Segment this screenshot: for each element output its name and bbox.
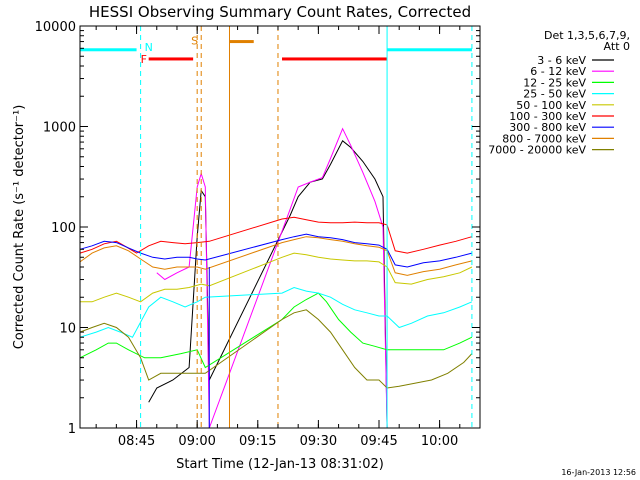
plot-frame bbox=[79, 25, 481, 429]
flag-bar-s bbox=[229, 40, 254, 44]
series-line-0 bbox=[148, 140, 388, 429]
overlay-layer: FN S bbox=[80, 26, 473, 428]
flag-bar-n-left bbox=[80, 48, 137, 52]
legend-label-6: 300 - 800 keV bbox=[509, 121, 586, 134]
x-axis-label: Start Time (12-Jan-13 08:31:02) bbox=[176, 457, 384, 472]
legend-label-7: 800 - 7000 keV bbox=[502, 132, 586, 145]
flag-label-n: N bbox=[145, 41, 153, 54]
series-line-1 bbox=[156, 127, 388, 429]
x-axis: 08:45 09:00 09:15 09:30 09:45 10:00 bbox=[95, 26, 481, 449]
series-line-6 bbox=[79, 233, 473, 268]
y-tick-label-0: 1 bbox=[68, 422, 76, 437]
series-line-8 bbox=[79, 309, 473, 389]
series-line-3 bbox=[79, 286, 473, 338]
series-line-4 bbox=[80, 252, 473, 303]
flag-bar-n-right bbox=[387, 48, 472, 52]
x-tick-label-5: 10:00 bbox=[421, 434, 458, 449]
flag-bar-f-left bbox=[148, 57, 194, 61]
legend-label-8: 7000 - 20000 keV bbox=[488, 144, 586, 157]
series-line-5 bbox=[79, 216, 473, 254]
y-tick-label-3: 1000 bbox=[43, 121, 76, 136]
y-tick-label-1: 10 bbox=[59, 322, 76, 337]
legend-header-line-1: Det 1,3,5,6,7,9, bbox=[544, 29, 630, 42]
flag-label-f: F bbox=[141, 53, 147, 66]
flag-bar-f-right bbox=[282, 57, 388, 61]
y-axis-label: Corrected Count Rate (s⁻¹ detector⁻¹) bbox=[12, 105, 27, 350]
timestamp: 16-Jan-2013 12:56 bbox=[561, 468, 636, 477]
legend-label-0: 3 - 6 keV bbox=[537, 54, 586, 67]
y-tick-label-2: 100 bbox=[51, 221, 76, 236]
x-tick-label-1: 09:00 bbox=[178, 434, 215, 449]
legend-label-5: 100 - 300 keV bbox=[509, 110, 586, 123]
chart-title: HESSI Observing Summary Count Rates, Cor… bbox=[89, 3, 471, 21]
flag-label-s: S bbox=[191, 35, 198, 48]
x-tick-label-0: 08:45 bbox=[118, 434, 155, 449]
series-layer bbox=[79, 127, 473, 429]
x-tick-label-3: 09:30 bbox=[300, 434, 337, 449]
y-tick-label-4: 10000 bbox=[35, 20, 76, 35]
series-line-2 bbox=[79, 292, 473, 369]
legend-label-4: 50 - 100 keV bbox=[516, 99, 586, 112]
legend-header-line-2: Att 0 bbox=[604, 40, 630, 53]
y-axis: 1 10 100 1000 10000 bbox=[35, 20, 480, 437]
legend-label-3: 25 - 50 keV bbox=[523, 88, 586, 101]
legend-label-1: 6 - 12 keV bbox=[530, 65, 586, 78]
x-tick-label-4: 09:45 bbox=[360, 434, 397, 449]
legend-label-2: 12 - 25 keV bbox=[523, 76, 586, 89]
x-tick-label-2: 09:15 bbox=[239, 434, 276, 449]
series-line-7 bbox=[79, 236, 473, 276]
